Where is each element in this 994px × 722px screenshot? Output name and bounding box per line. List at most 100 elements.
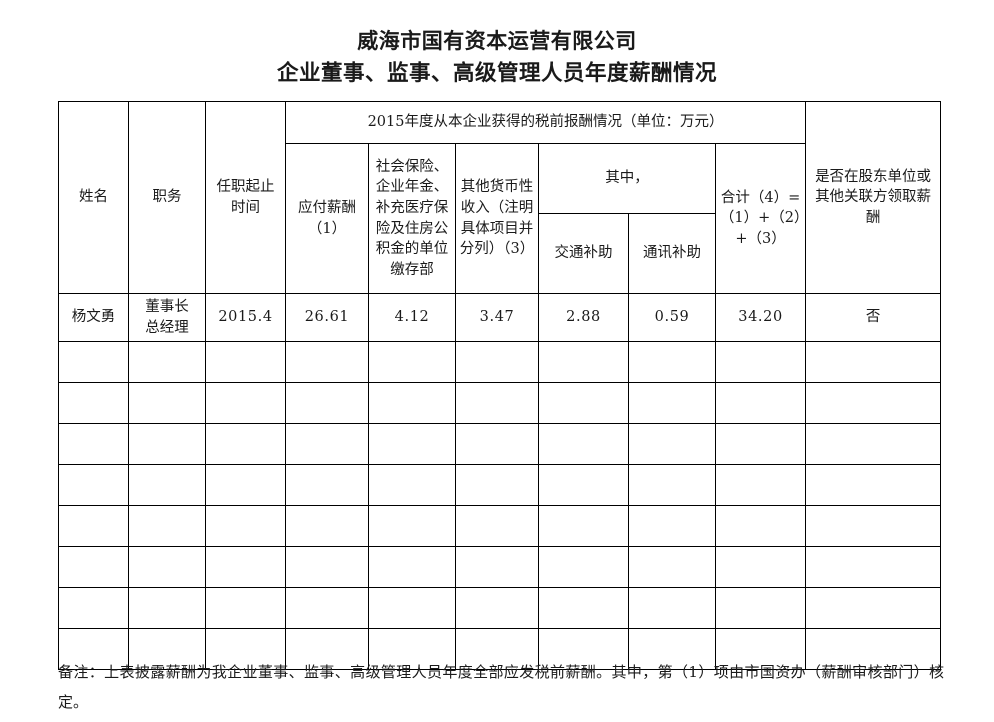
cell-empty xyxy=(368,546,456,588)
cell-empty xyxy=(538,546,629,588)
cell-empty xyxy=(368,464,456,506)
cell-empty xyxy=(538,423,629,465)
cell-empty xyxy=(714,423,807,465)
cell-empty xyxy=(58,341,129,383)
cell-empty xyxy=(714,464,807,506)
cell-empty xyxy=(538,587,629,629)
cell-empty xyxy=(368,587,456,629)
cell-empty xyxy=(628,628,716,670)
cell-empty xyxy=(205,423,286,465)
cell-empty xyxy=(368,341,456,383)
cell-empty xyxy=(805,464,942,506)
table-empty-row xyxy=(58,341,942,383)
cell-empty xyxy=(455,587,539,629)
col-header-among-which: 其中， xyxy=(538,143,716,214)
col-header-shareholder-salary: 是否在股东单位或其他关联方领取薪酬 xyxy=(805,101,942,294)
cell-empty xyxy=(368,382,456,424)
cell-empty xyxy=(455,382,539,424)
cell-empty xyxy=(455,341,539,383)
table-empty-row xyxy=(58,464,942,506)
cell-empty xyxy=(455,505,539,547)
cell-empty xyxy=(628,341,716,383)
cell-name: 杨文勇 xyxy=(58,293,129,342)
cell-empty xyxy=(128,628,206,670)
table-empty-row xyxy=(58,587,942,629)
cell-position: 董事长 总经理 xyxy=(128,293,206,342)
table-empty-row xyxy=(58,546,942,588)
table-header-row-secondary: 交通补助 通讯补助 xyxy=(59,213,941,294)
cell-empty xyxy=(285,382,369,424)
cell-empty xyxy=(805,423,942,465)
table-empty-row xyxy=(58,505,942,547)
table-row: 杨文勇 董事长 总经理 2015.4 26.61 4.12 3.47 2.88 … xyxy=(58,293,942,342)
cell-empty xyxy=(205,505,286,547)
col-header-total: 合计（4）=（1）+（2）+（3） xyxy=(714,143,807,294)
cell-shareholder-salary: 否 xyxy=(805,293,942,342)
col-header-insurance: 社会保险、企业年金、补充医疗保险及住房公积金的单位缴存部 xyxy=(368,143,456,294)
cell-empty xyxy=(628,423,716,465)
cell-empty xyxy=(128,382,206,424)
cell-empty xyxy=(714,546,807,588)
col-header-compensation-band: 2015年度从本企业获得的税前报酬情况（单位：万元） xyxy=(284,101,807,144)
col-header-other-income: 其他货币性收入（注明具体项目并分列）（3） xyxy=(455,143,539,294)
cell-empty xyxy=(714,628,807,670)
cell-empty xyxy=(285,505,369,547)
col-header-tenure-period: 任职起止 时间 xyxy=(205,101,286,294)
cell-empty xyxy=(58,546,129,588)
cell-empty xyxy=(58,505,129,547)
title-line-company: 威海市国有资本运营有限公司 xyxy=(357,28,637,53)
cell-empty xyxy=(538,464,629,506)
cell-empty xyxy=(714,587,807,629)
cell-payable-salary: 26.61 xyxy=(285,293,369,342)
cell-empty xyxy=(368,505,456,547)
table-empty-row xyxy=(58,628,942,670)
cell-empty xyxy=(368,423,456,465)
cell-insurance: 4.12 xyxy=(368,293,456,342)
cell-empty xyxy=(805,382,942,424)
cell-empty xyxy=(285,546,369,588)
cell-empty xyxy=(805,546,942,588)
cell-empty xyxy=(128,587,206,629)
cell-empty xyxy=(285,464,369,506)
cell-empty xyxy=(58,423,129,465)
cell-empty xyxy=(714,341,807,383)
cell-empty xyxy=(538,628,629,670)
cell-empty xyxy=(285,423,369,465)
cell-empty xyxy=(128,341,206,383)
cell-empty xyxy=(455,464,539,506)
table-blank-rows xyxy=(58,341,942,670)
cell-total: 34.20 xyxy=(714,293,807,342)
cell-empty xyxy=(714,505,807,547)
cell-empty xyxy=(205,628,286,670)
cell-empty xyxy=(805,505,942,547)
cell-empty xyxy=(455,546,539,588)
cell-empty xyxy=(58,628,129,670)
cell-empty xyxy=(205,382,286,424)
table-empty-row xyxy=(58,382,942,424)
cell-empty xyxy=(128,546,206,588)
cell-empty xyxy=(368,628,456,670)
cell-empty xyxy=(285,628,369,670)
cell-empty xyxy=(805,587,942,629)
cell-empty xyxy=(58,464,129,506)
cell-empty xyxy=(205,464,286,506)
cell-empty xyxy=(628,382,716,424)
cell-empty xyxy=(58,382,129,424)
table-empty-row xyxy=(58,423,942,465)
cell-empty xyxy=(285,341,369,383)
cell-empty xyxy=(538,341,629,383)
salary-table-container: 姓名 职务 任职起止 时间 2015年度从本企业获得的税前报酬情况（单位：万元）… xyxy=(58,101,942,670)
cell-traffic-subsidy: 2.88 xyxy=(538,293,629,342)
cell-communication-subsidy: 0.59 xyxy=(628,293,716,342)
cell-empty xyxy=(58,587,129,629)
cell-empty xyxy=(205,546,286,588)
cell-empty xyxy=(628,505,716,547)
cell-empty xyxy=(455,628,539,670)
cell-empty xyxy=(714,382,807,424)
cell-empty xyxy=(128,505,206,547)
cell-empty xyxy=(805,341,942,383)
title-line-subject: 企业董事、监事、高级管理人员年度薪酬情况 xyxy=(276,61,717,86)
cell-empty xyxy=(628,464,716,506)
salary-table: 姓名 职务 任职起止 时间 2015年度从本企业获得的税前报酬情况（单位：万元）… xyxy=(58,101,942,670)
